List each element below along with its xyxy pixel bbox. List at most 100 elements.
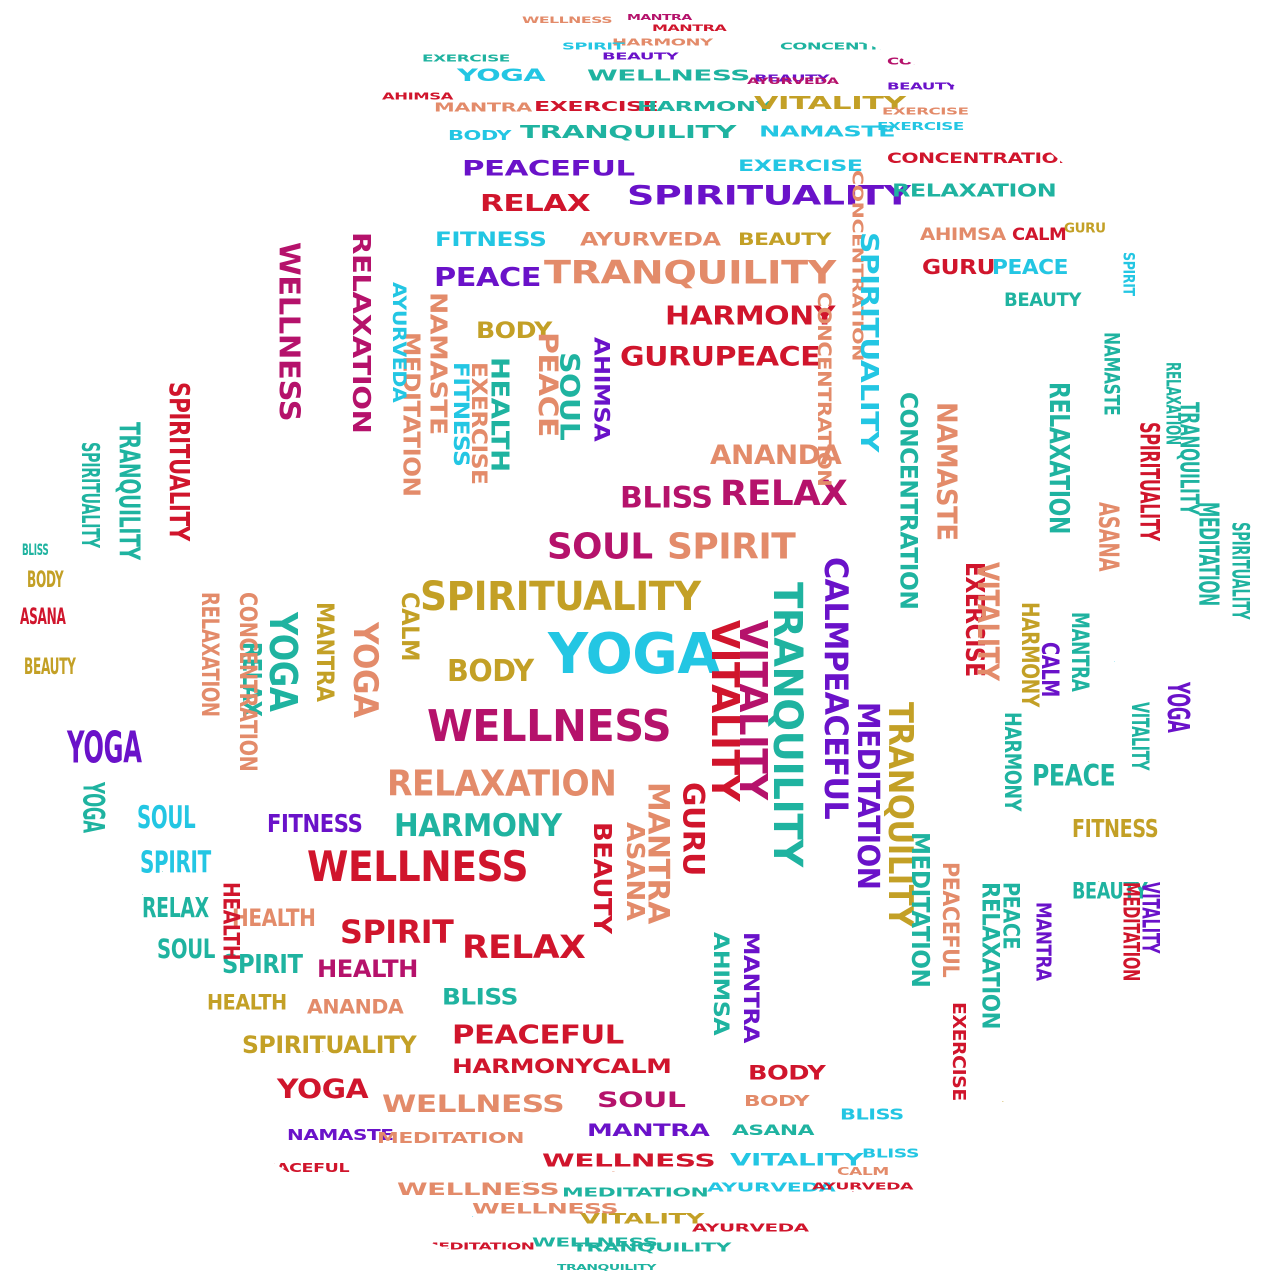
word-spirituality: SPIRITUALITY — [627, 179, 911, 211]
word-concentration: CONCENTRATION — [894, 392, 922, 610]
word-concentration: CONCENTRATION — [780, 40, 942, 53]
word-namaste: NAMASTE — [424, 292, 453, 435]
word-soul: SOUL — [547, 527, 653, 568]
word-meditation: MEDITATION — [377, 1128, 524, 1147]
word-peaceful: PEACEFUL — [462, 156, 635, 181]
word-spirituality: SPIRITUALITY — [1133, 422, 1165, 541]
word-beauty: BEAUTY — [1004, 290, 1082, 312]
word-exercise: EXERCISE — [882, 105, 969, 118]
word-mantra: MANTRA — [587, 1120, 710, 1141]
word-ayurveda: AYURVEDA — [747, 75, 839, 87]
word-relax: RELAX — [720, 474, 848, 514]
word-harmony: HARMONY — [452, 1055, 593, 1079]
word-yoga: YOGA — [1160, 682, 1195, 733]
word-body: BODY — [322, 1052, 323, 1053]
word-asana: ASANA — [732, 1122, 814, 1139]
word-spirit: SPIRIT — [222, 949, 303, 980]
word-namaste: NAMASTE — [1099, 332, 1124, 416]
word-harmony: HARMONY — [612, 36, 713, 49]
word-calmpeaceful: CALMPEACEFUL — [817, 557, 855, 820]
word-guru: GURU — [675, 782, 710, 876]
word-relaxation: RELAXATION — [1042, 382, 1075, 535]
word-beauty: BEAUTY — [587, 822, 616, 934]
word-calm: CALM — [592, 1055, 672, 1079]
word-guru: GURU — [922, 255, 996, 280]
word-spirit: SPIRIT — [140, 844, 211, 881]
word-ananda: ANANDA — [710, 439, 842, 471]
word-ayurveda: AYURVEDA — [812, 1180, 913, 1193]
word-relaxation: RELAXATION — [196, 592, 224, 717]
word-beauty: BEAUTY — [738, 230, 831, 250]
word-spirit: SPIRIT — [472, 1217, 473, 1218]
word-mantra: MANTRA — [652, 22, 727, 34]
word-harmony: HARMONY — [1016, 602, 1044, 707]
word-body: BODY — [476, 318, 552, 345]
word-meditation: MEDITATION — [1117, 882, 1144, 982]
word-concentration: CONCENTRATION — [887, 55, 1040, 68]
word-tranquility: TRANQUILITY — [520, 122, 736, 143]
word-wellness: WELLNESS — [397, 1180, 560, 1200]
word-tranquility: TRANQUILITY — [557, 1263, 656, 1273]
word-ahimsa: AHIMSA — [382, 90, 453, 103]
word-mantra: MANTRA — [434, 100, 532, 115]
word-beauty: BEAUTY — [1072, 878, 1148, 905]
word-relaxation: RELAXATION — [892, 180, 1057, 202]
word-bliss: BLISS — [442, 985, 518, 1011]
word-soul: SOUL — [157, 934, 216, 966]
word-namaste: NAMASTE — [759, 122, 896, 141]
word-tranquility: TRANQUILITY — [572, 1240, 731, 1255]
word-peaceful: PEACEFUL — [252, 1160, 350, 1176]
word-fitness: FITNESS — [1072, 815, 1159, 844]
word-body: BODY — [744, 1092, 810, 1111]
word-body: BODY — [447, 654, 534, 689]
word-mantra: MANTRA — [738, 932, 764, 1043]
word-relaxation: RELAXATION — [387, 764, 617, 805]
word-spirit: SPIRIT — [1119, 252, 1139, 296]
word-ayurveda: AYURVEDA — [707, 1180, 836, 1195]
word-fitness: FITNESS — [448, 362, 474, 467]
word-beauty: BEAUTY — [24, 655, 76, 680]
word-ayurveda: AYURVEDA — [692, 1220, 809, 1235]
word-relaxation: RELAXATION — [1161, 362, 1184, 445]
word-namaste: NAMASTE — [287, 1125, 394, 1144]
word-meditation: MEDITATION — [905, 832, 934, 988]
word-health: HEALTH — [217, 882, 244, 961]
word-peace: PEACE — [997, 882, 1024, 950]
word-wellness: WELLNESS — [587, 66, 750, 85]
word-mantra: MANTRA — [311, 602, 339, 702]
word-yoga: YOGA — [277, 1074, 369, 1105]
word-relax: RELAX — [142, 892, 209, 925]
word-exercise: EXERCISE — [877, 120, 964, 134]
word-beauty: BEAUTY — [1002, 1102, 1004, 1103]
word-spirituality: SPIRITUALITY — [420, 574, 701, 620]
word-ayurveda: AYURVEDA — [387, 282, 409, 403]
word-asana: ASANA — [20, 605, 66, 630]
word-yoga: YOGA — [67, 723, 142, 774]
word-peace: PEACE — [992, 255, 1069, 280]
word-gurupeace: GURUPEACE — [620, 341, 821, 373]
word-asana: ASANA — [620, 822, 649, 921]
word-vitality: VITALITY — [730, 1150, 863, 1170]
word-mantra: MANTRA — [1031, 902, 1054, 981]
word-spirituality: SPIRITUALITY — [162, 382, 195, 541]
word-wellness: WELLNESS — [522, 14, 613, 26]
word-peace: PEACE — [1032, 759, 1116, 794]
word-soul: SOUL — [553, 352, 585, 441]
word-concentration: CONCENTRATION — [887, 150, 1075, 167]
word-bliss: BLISS — [862, 1145, 920, 1161]
word-soul: SOUL — [137, 799, 196, 836]
word-tranquility: TRANQUILITY — [544, 254, 836, 292]
word-bliss: BLISS — [22, 540, 49, 559]
word-relaxation: RELAXATION — [347, 232, 377, 434]
word-exercise: EXERCISE — [738, 156, 863, 176]
word-exercise: EXERCISE — [948, 1002, 969, 1101]
word-tranquility: TRANQUILITY — [111, 422, 145, 560]
word-yoga: YOGA — [261, 612, 305, 712]
word-meditation: MEDITATION — [422, 1240, 535, 1253]
word-spirituality: SPIRITUALITY — [75, 442, 104, 548]
word-guru: GURU — [1064, 220, 1106, 237]
word-beauty: BEAUTY — [754, 72, 830, 85]
word-ahimsa: AHIMSA — [920, 225, 1006, 245]
word-health: HEALTH — [207, 990, 287, 1016]
